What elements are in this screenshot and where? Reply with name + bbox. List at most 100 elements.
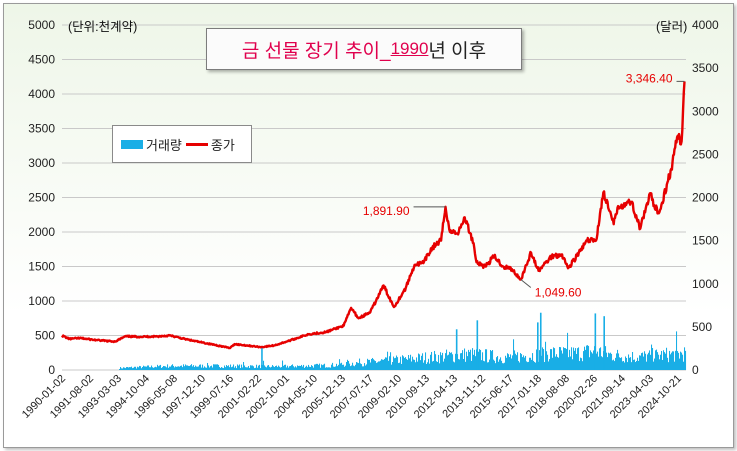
- volume-bar: [278, 365, 280, 370]
- volume-bar: [601, 356, 603, 370]
- volume-bar: [517, 352, 519, 370]
- volume-bar: [328, 367, 330, 370]
- volume-bar: [407, 359, 409, 370]
- volume-bar: [250, 365, 252, 370]
- volume-bar: [184, 366, 186, 370]
- volume-bar: [161, 367, 163, 370]
- volume-bar: [654, 358, 656, 370]
- volume-bar: [571, 347, 573, 370]
- volume-bar: [180, 365, 182, 370]
- volume-bar: [270, 367, 272, 370]
- volume-bar: [529, 357, 531, 370]
- volume-bar: [462, 350, 464, 370]
- volume-bar: [371, 358, 373, 370]
- volume-bar: [404, 358, 406, 370]
- volume-bar: [181, 365, 183, 370]
- volume-bar: [504, 362, 506, 370]
- legend-volume-label: 거래량: [146, 137, 182, 153]
- volume-bar: [347, 359, 349, 370]
- y-right-tick-label: 500: [692, 320, 712, 334]
- volume-bar: [159, 365, 161, 370]
- volume-bar: [400, 356, 402, 370]
- volume-bar: [286, 367, 288, 370]
- volume-bar: [621, 357, 623, 370]
- volume-bar: [416, 357, 418, 370]
- annotation-leader: [520, 279, 532, 288]
- volume-bar: [355, 364, 357, 370]
- volume-bar: [652, 348, 654, 370]
- volume-bar: [264, 365, 266, 370]
- volume-bar: [460, 353, 462, 370]
- volume-bar: [418, 353, 420, 370]
- volume-bar: [656, 349, 658, 370]
- volume-bar: [210, 366, 212, 370]
- volume-bar: [468, 349, 470, 370]
- volume-bar: [216, 364, 218, 370]
- volume-bar: [426, 364, 428, 370]
- volume-bar: [481, 360, 483, 370]
- volume-bar: [455, 329, 458, 370]
- volume-bar: [321, 364, 323, 370]
- volume-bar: [261, 347, 263, 370]
- volume-bar: [339, 359, 341, 370]
- volume-bar: [568, 357, 570, 370]
- volume-bar: [178, 366, 180, 370]
- volume-bar: [367, 358, 369, 370]
- volume-bar: [501, 360, 503, 370]
- volume-bar: [176, 366, 178, 370]
- volume-bar: [289, 366, 291, 370]
- volume-bar: [357, 362, 359, 370]
- volume-bar: [223, 368, 225, 370]
- volume-bar: [519, 362, 521, 370]
- volume-bar: [684, 347, 686, 370]
- volume-bar: [510, 354, 512, 370]
- volume-bar: [537, 322, 539, 370]
- volume-bar: [185, 364, 187, 370]
- volume-bar: [559, 346, 561, 370]
- volume-bar: [457, 354, 459, 370]
- volume-bar: [296, 367, 298, 370]
- annotation-label: 1,049.60: [535, 285, 582, 299]
- volume-bar: [492, 350, 494, 370]
- volume-bar: [345, 365, 347, 370]
- volume-bar: [489, 359, 491, 370]
- volume-bar: [515, 353, 517, 370]
- volume-bar: [627, 362, 629, 370]
- volume-bar: [233, 364, 235, 370]
- volume-bar: [642, 352, 644, 370]
- volume-bar: [450, 352, 452, 370]
- volume-bar: [281, 367, 283, 370]
- volume-bar: [300, 365, 302, 370]
- volume-bar: [486, 349, 488, 370]
- volume-bar: [518, 361, 520, 370]
- volume-bar: [334, 366, 336, 370]
- volume-bar: [645, 353, 647, 370]
- volume-bar: [439, 363, 441, 370]
- volume-bar: [408, 355, 410, 370]
- volume-bar: [226, 365, 228, 370]
- volume-bar: [629, 357, 631, 370]
- legend: 거래량 종가: [112, 125, 252, 163]
- volume-bar: [581, 358, 583, 370]
- volume-bar: [285, 364, 287, 370]
- volume-bar: [469, 351, 471, 370]
- volume-bar: [564, 348, 566, 370]
- volume-bar: [196, 366, 198, 370]
- volume-bar: [123, 367, 125, 370]
- volume-bar: [678, 352, 680, 370]
- volume-bar: [201, 367, 203, 370]
- volume-bar: [385, 357, 387, 370]
- volume-bar: [129, 367, 131, 370]
- volume-bar: [522, 357, 524, 370]
- volume-bar: [246, 367, 248, 370]
- volume-bar: [653, 361, 655, 370]
- volume-bar: [198, 366, 200, 370]
- volume-bar: [243, 361, 245, 370]
- volume-bar: [544, 362, 546, 370]
- volume-bar: [376, 362, 378, 370]
- volume-bar: [635, 362, 637, 370]
- volume-bar: [422, 353, 424, 370]
- volume-bar: [428, 358, 430, 370]
- volume-bar: [402, 355, 404, 370]
- volume-bar: [589, 357, 591, 370]
